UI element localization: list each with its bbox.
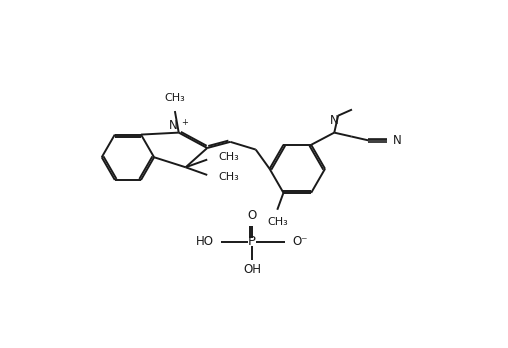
Text: CH₃: CH₃ [218,172,239,182]
Text: P: P [248,236,256,248]
Text: CH₃: CH₃ [218,152,239,162]
Text: CH₃: CH₃ [165,93,185,103]
Text: O⁻: O⁻ [292,236,307,248]
Text: +: + [181,118,188,127]
Text: CH₃: CH₃ [267,217,288,227]
Text: N: N [169,119,178,132]
Text: HO: HO [196,236,213,248]
Text: N: N [393,134,401,147]
Text: O: O [247,209,257,222]
Text: N: N [330,114,339,127]
Text: OH: OH [243,263,261,276]
